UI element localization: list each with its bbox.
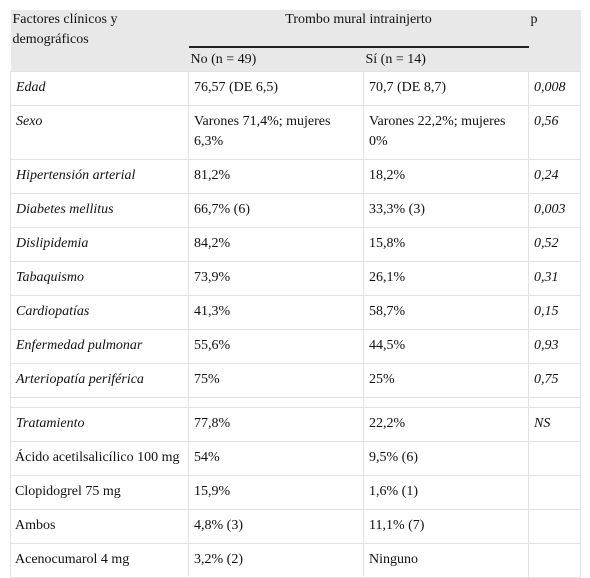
table-row: Edad 76,57 (DE 6,5) 70,7 (DE 8,7) 0,008: [10, 71, 581, 106]
table-cell: [528, 543, 581, 578]
table-row: Ambos 4,8% (3) 11,1% (7): [10, 509, 581, 544]
page: {"header": {"factors": "Factores clínico…: [10, 10, 581, 578]
table-cell: 41,3%: [188, 295, 364, 330]
table-cell: 0,75: [528, 363, 581, 398]
table-cell: 58,7%: [363, 295, 529, 330]
header-subgroup: Sí (n = 14): [363, 47, 529, 72]
table-cell: Enfermedad pulmonar: [10, 329, 189, 364]
table-row: Clopidogrel 75 mg 15,9% 1,6% (1): [10, 475, 581, 510]
spacer-cell: [10, 397, 189, 408]
table-cell: Varones 22,2%; mujeres 0%: [363, 105, 529, 160]
header-subgroup: No (n = 49): [188, 47, 364, 72]
header-group: Trombo mural intrainjerto: [188, 10, 529, 48]
table-row: Dislipidemia 84,2% 15,8% 0,52: [10, 227, 581, 262]
table-cell: [528, 441, 581, 476]
data-table: Factores clínicos y demográficos Trombo …: [10, 10, 581, 578]
table-cell: Acenocumarol 4 mg: [10, 543, 189, 578]
table-cell: 0,52: [528, 227, 581, 262]
table-cell: [528, 509, 581, 544]
table-cell: 22,2%: [363, 407, 529, 442]
table-cell: 0,31: [528, 261, 581, 296]
table-cell: Diabetes mellitus: [10, 193, 189, 228]
table-cell: Edad: [10, 71, 189, 106]
table-cell: 9,5% (6): [363, 441, 529, 476]
table-cell: Sexo: [10, 105, 189, 160]
table-cell: 0,93: [528, 329, 581, 364]
table-cell: 73,9%: [188, 261, 364, 296]
table-cell: Clopidogrel 75 mg: [10, 475, 189, 510]
spacer-cell: [363, 397, 529, 408]
table-cell: Hipertensión arterial: [10, 159, 189, 194]
table-cell: 33,3% (3): [363, 193, 529, 228]
table-cell: 25%: [363, 363, 529, 398]
table-row: Tratamiento 77,8% 22,2% NS: [10, 407, 581, 442]
table-cell: 4,8% (3): [188, 509, 364, 544]
table-cell: 15,9%: [188, 475, 364, 510]
header-cell: p: [528, 10, 581, 72]
table-row: Arteriopatía periférica 75% 25% 0,75: [10, 363, 581, 398]
table-cell: 0,24: [528, 159, 581, 194]
table-cell: 81,2%: [188, 159, 364, 194]
table-cell: 3,2% (2): [188, 543, 364, 578]
table-cell: 54%: [188, 441, 364, 476]
table-cell: 0,15: [528, 295, 581, 330]
table-cell: Tratamiento: [10, 407, 189, 442]
table-cell: 0,003: [528, 193, 581, 228]
table-row: Hipertensión arterial 81,2% 18,2% 0,24: [10, 159, 581, 194]
table-cell: 0,008: [528, 71, 581, 106]
table-cell: Ninguno: [363, 543, 529, 578]
table-cell: 44,5%: [363, 329, 529, 364]
table-cell: 76,57 (DE 6,5): [188, 71, 364, 106]
table-cell: 66,7% (6): [188, 193, 364, 228]
table-cell: Ambos: [10, 509, 189, 544]
table-cell: [528, 475, 581, 510]
table-row: Tabaquismo 73,9% 26,1% 0,31: [10, 261, 581, 296]
table-cell: 11,1% (7): [363, 509, 529, 544]
table-row: Acenocumarol 4 mg 3,2% (2) Ninguno: [10, 543, 581, 578]
table-row: Diabetes mellitus 66,7% (6) 33,3% (3) 0,003: [10, 193, 581, 228]
header-cell: Factores clínicos y demográficos: [10, 10, 189, 72]
table-cell: 18,2%: [363, 159, 529, 194]
table-row: Sexo Varones 71,4%; mujeres 6,3% Varones 2…: [10, 105, 581, 160]
table-cell: 15,8%: [363, 227, 529, 262]
table-cell: Varones 71,4%; mujeres 6,3%: [188, 105, 364, 160]
table-header: Factores clínicos y demográficos Trombo …: [10, 10, 581, 72]
table-cell: NS: [528, 407, 581, 442]
table-cell: 1,6% (1): [363, 475, 529, 510]
spacer-cell: [528, 397, 581, 408]
table-row: Enfermedad pulmonar 55,6% 44,5% 0,93: [10, 329, 581, 364]
table-body: Edad 76,57 (DE 6,5) 70,7 (DE 8,7) 0,008 Sexo…: [10, 71, 581, 578]
spacer-row: [10, 397, 581, 408]
table-cell: Ácido acetilsalicílico 100 mg: [10, 441, 189, 476]
table-row: Cardiopatías 41,3% 58,7% 0,15: [10, 295, 581, 330]
table-cell: 0,56: [528, 105, 581, 160]
spacer-cell: [188, 397, 364, 408]
table-cell: 77,8%: [188, 407, 364, 442]
table-cell: Tabaquismo: [10, 261, 189, 296]
table-cell: Arteriopatía periférica: [10, 363, 189, 398]
table-cell: 75%: [188, 363, 364, 398]
table-cell: 70,7 (DE 8,7): [363, 71, 529, 106]
table-cell: 84,2%: [188, 227, 364, 262]
table-cell: 26,1%: [363, 261, 529, 296]
table-row: Ácido acetilsalicílico 100 mg 54% 9,5% (6): [10, 441, 581, 476]
table-cell: Dislipidemia: [10, 227, 189, 262]
table-cell: 55,6%: [188, 329, 364, 364]
table-cell: Cardiopatías: [10, 295, 189, 330]
